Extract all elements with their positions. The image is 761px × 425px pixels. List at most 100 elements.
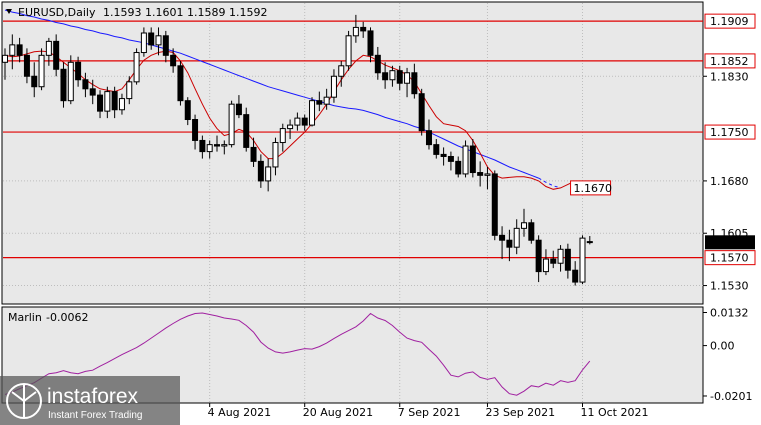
level-label-box-0 (704, 13, 756, 29)
candle-body-38 (279, 128, 286, 144)
candle-body-24 (177, 65, 184, 102)
candle-body-80 (586, 241, 593, 244)
level-label-0: 1.1909 (710, 15, 749, 28)
candle-body-9 (67, 61, 74, 102)
candle-body-70 (513, 227, 520, 248)
candle-body-47 (345, 35, 352, 67)
candle-body-44 (323, 96, 330, 105)
marlin-oscillator (4, 312, 591, 396)
candle-body-5 (38, 54, 45, 88)
level-label-1: 1.1852 (710, 55, 749, 68)
candle-body-39 (287, 124, 294, 130)
time-tick-label-3: 23 Sep 2021 (485, 406, 555, 419)
candle-body-53 (389, 70, 396, 81)
candle-body-26 (192, 119, 199, 141)
candle-body-31 (228, 103, 235, 146)
candle-body-0 (2, 54, 8, 63)
candle-body-27 (199, 139, 206, 153)
candle-body-49 (360, 26, 367, 32)
candle-body-35 (257, 160, 264, 182)
candle-body-25 (184, 100, 191, 121)
candle-body-17 (126, 81, 133, 100)
candle-body-22 (162, 35, 169, 56)
candle-body-45 (330, 75, 337, 98)
indicator-axis: 0.0132 0.00 -0.0201 (703, 307, 752, 403)
candle-body-29 (213, 144, 220, 147)
ma-end-label: 1.1670 (574, 182, 613, 195)
candle-body-76 (557, 248, 564, 264)
candle-body-69 (506, 239, 513, 248)
instaforex-logo-icon (6, 383, 42, 419)
ma-blue-projection (538, 177, 561, 189)
candle-body-8 (60, 68, 67, 102)
ma-blue-line (4, 9, 539, 179)
candle-body-48 (352, 26, 359, 37)
time-tick-label-0: 4 Aug 2021 (208, 406, 271, 419)
candle-body-1 (9, 44, 16, 56)
candle-body-30 (221, 144, 228, 147)
candle-body-71 (521, 222, 528, 229)
time-tick-label-4: 11 Oct 2021 (580, 406, 648, 419)
indicator-value: -0.0062 (46, 311, 88, 324)
candle-body-16 (118, 98, 125, 111)
candle-body-64 (469, 145, 476, 174)
candle-body-46 (338, 65, 345, 77)
candle-body-32 (235, 103, 242, 116)
candle-body-18 (133, 52, 140, 83)
moving-averages: 1.1670 (4, 9, 613, 196)
instaforex-watermark: instaforex Instant Forex Trading (0, 376, 180, 425)
candle-body-52 (382, 72, 389, 81)
price-tick-label-3: 1.1530 (710, 280, 749, 293)
candle-body-12 (89, 88, 96, 96)
candle-body-3 (23, 54, 30, 77)
candle-body-73 (535, 239, 542, 273)
indicator-name: Marlin (8, 311, 42, 324)
collapse-triangle-icon[interactable] (6, 9, 12, 14)
candle-body-7 (53, 40, 60, 70)
candle-body-56 (411, 72, 418, 95)
candle-body-72 (528, 222, 535, 241)
candle-body-58 (425, 130, 432, 146)
candle-body-33 (243, 114, 250, 148)
candle-body-57 (418, 93, 425, 132)
candlestick-series (2, 14, 593, 286)
candle-body-21 (155, 35, 162, 46)
price-tick-label-0: 1.1830 (710, 70, 749, 83)
candle-body-77 (564, 248, 571, 271)
osc-tick-label-0: 0.0132 (710, 307, 749, 320)
time-tick-label-2: 7 Sep 2021 (398, 406, 461, 419)
candle-body-28 (206, 144, 213, 153)
candle-body-59 (433, 144, 440, 155)
candle-body-50 (367, 30, 374, 56)
price-panel (1, 1, 704, 305)
candle-body-55 (404, 72, 411, 84)
level-label-box-3 (704, 250, 756, 266)
level-label-box-2 (704, 124, 756, 140)
candle-body-78 (572, 269, 579, 283)
candle-body-10 (75, 61, 82, 81)
candle-body-68 (499, 234, 506, 241)
level-label-box-1 (704, 53, 756, 69)
candle-body-34 (250, 146, 257, 162)
candle-body-19 (140, 32, 147, 54)
candle-body-51 (374, 54, 381, 74)
candle-body-2 (16, 44, 23, 56)
level-label-3: 1.1570 (710, 252, 749, 265)
candle-body-36 (265, 166, 272, 182)
candle-body-42 (309, 100, 316, 126)
time-axis: 4 Aug 2021 20 Aug 2021 7 Sep 2021 23 Sep 20… (208, 403, 649, 419)
current-price-label: 1.1592 (710, 236, 749, 249)
osc-tick-label-1: 0.00 (710, 340, 735, 353)
current-price-box (705, 235, 755, 250)
watermark-brand: instaforex (47, 385, 139, 408)
candle-body-79 (579, 237, 586, 283)
candle-body-13 (97, 94, 104, 112)
candle-body-23 (170, 54, 177, 67)
candle-body-14 (104, 91, 111, 112)
candle-body-75 (550, 258, 557, 264)
watermark-tagline: Instant Forex Trading (48, 410, 143, 421)
oscillator-line (4, 312, 591, 396)
price-tick-label-1: 1.1680 (710, 175, 749, 188)
